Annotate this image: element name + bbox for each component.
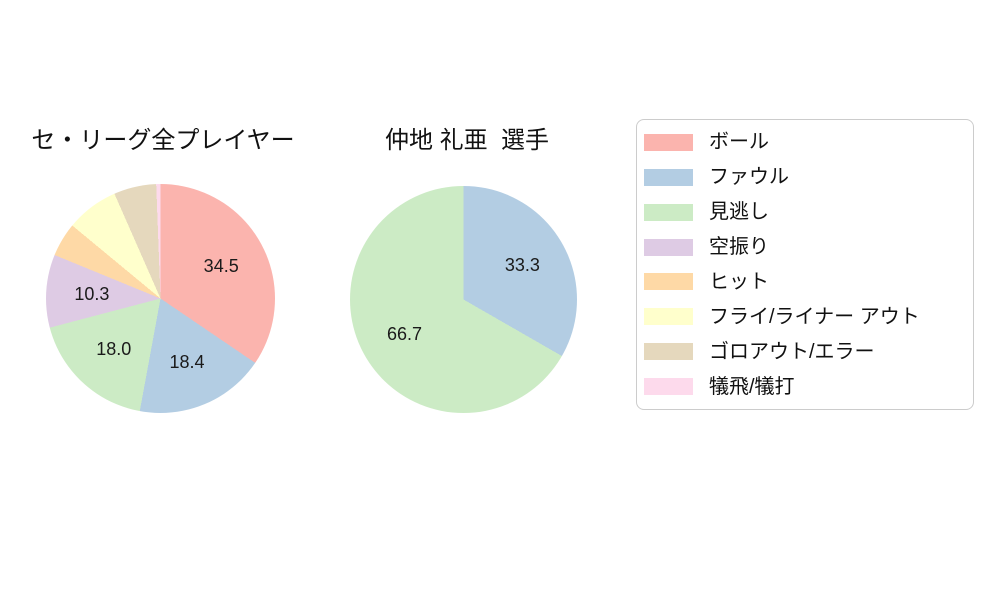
legend-swatch-sacrifice — [644, 378, 693, 396]
legend-item-swinging-miss: 空振り — [644, 230, 965, 265]
legend-swatch-fly-liner-out — [644, 308, 693, 326]
legend-item-called-strike: 見逃し — [644, 195, 965, 230]
legend-label: ファウル — [709, 166, 789, 189]
pie-value-label: 18.4 — [169, 351, 205, 372]
legend-swatch-hit — [644, 273, 693, 291]
pie-chart-league: 34.5 18.4 18.0 10.3 — [46, 184, 275, 413]
pie-value-label: 34.5 — [203, 256, 239, 277]
legend-swatch-ground-out-error — [644, 343, 693, 361]
legend-swatch-foul — [644, 168, 693, 186]
legend-item-ground-out-error: ゴロアウト/エラー — [644, 334, 965, 369]
legend-item-sacrifice: 犠飛/犠打 — [644, 369, 965, 404]
legend-label: ヒット — [709, 270, 769, 293]
pie-value-label: 10.3 — [74, 283, 110, 304]
legend-swatch-swinging-miss — [644, 238, 693, 256]
legend-item-fly-liner-out: フライ/ライナー アウト — [644, 299, 965, 334]
pie-value-label: 66.7 — [387, 323, 423, 344]
legend-label: ゴロアウト/エラー — [709, 340, 875, 363]
pie-chart-player: 33.3 66.7 — [350, 186, 577, 413]
legend-label: 見逃し — [709, 201, 769, 224]
legend-box: ボール ファウル 見逃し 空振り ヒット フライ/ライナー アウト ゴロアウト/… — [636, 119, 974, 410]
legend-swatch-ball — [644, 133, 693, 151]
legend-label: 空振り — [709, 236, 769, 259]
pie-value-label: 33.3 — [504, 255, 540, 276]
pie-title-player: 仲地 礼亜 選手 — [384, 127, 550, 154]
pie-value-label: 18.0 — [96, 338, 132, 359]
legend-item-foul: ファウル — [644, 160, 965, 195]
legend-item-ball: ボール — [644, 125, 965, 160]
legend-label: フライ/ライナー アウト — [709, 305, 920, 328]
legend-item-hit: ヒット — [644, 265, 965, 300]
pie-title-league: セ・リーグ全プレイヤー — [31, 127, 295, 154]
legend-label: 犠飛/犠打 — [709, 375, 795, 398]
legend-label: ボール — [709, 131, 769, 154]
legend-swatch-called-strike — [644, 203, 693, 221]
